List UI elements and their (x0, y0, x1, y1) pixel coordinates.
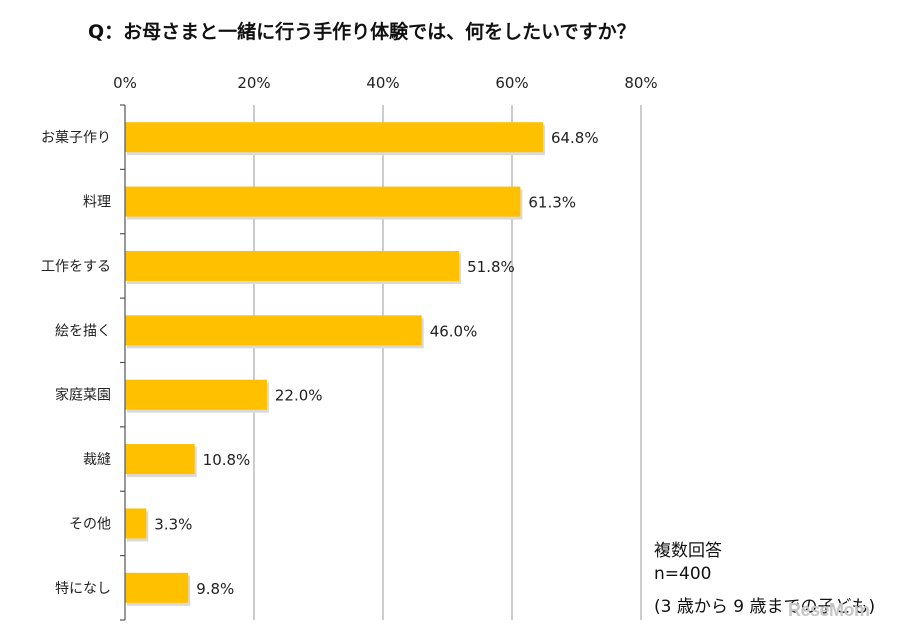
gridlines (253, 105, 642, 620)
x-tick-label: 80% (624, 74, 657, 92)
category-label: 絵を描く (55, 323, 111, 339)
value-label: 46.0% (430, 322, 478, 340)
note-sample-size: n=400 (654, 564, 712, 584)
bar-2 (125, 186, 521, 217)
value-labels: 64.8% 61.3% 51.8% 46.0% 22.0% 10.8% 3.3% 9.8% (154, 129, 598, 598)
note-respondents: (3 歳から 9 歳までの子ども) (654, 597, 876, 617)
bar-7 (125, 508, 147, 539)
resemom-watermark: ReseMom (788, 600, 870, 620)
category-label: 料理 (83, 195, 111, 211)
value-label: 51.8% (467, 258, 515, 276)
category-label: 特になし (55, 581, 111, 597)
value-label: 3.3% (154, 515, 192, 533)
bar-3 (125, 250, 460, 281)
x-tick-label: 60% (495, 74, 528, 92)
bar-5 (125, 379, 267, 410)
value-label: 9.8% (196, 580, 234, 598)
note-multiple-answers: 複数回答 (654, 541, 722, 561)
bars (125, 122, 545, 606)
value-label: 10.8% (203, 451, 251, 469)
x-tick-label: 0% (113, 74, 137, 92)
category-label: 家庭菜園 (55, 387, 111, 404)
category-label: その他 (69, 516, 111, 532)
bar-1 (125, 122, 543, 153)
category-label: 裁縫 (83, 452, 111, 468)
category-label: お菓子作り (41, 130, 111, 146)
bar-4 (125, 315, 422, 346)
value-label: 22.0% (275, 387, 323, 405)
chart-title: Q：お母さまと一緒に行う手作り体験では、何をしたいですか？ (88, 20, 636, 43)
bar-6 (125, 444, 195, 475)
category-label: 工作をする (41, 259, 111, 275)
x-tick-label: 20% (237, 74, 270, 92)
x-axis-ticks: 0% 20% 40% 60% 80% (113, 74, 658, 92)
x-tick-label: 40% (366, 74, 399, 92)
value-label: 64.8% (551, 129, 599, 147)
bar-8 (125, 572, 189, 603)
value-label: 61.3% (528, 194, 576, 212)
